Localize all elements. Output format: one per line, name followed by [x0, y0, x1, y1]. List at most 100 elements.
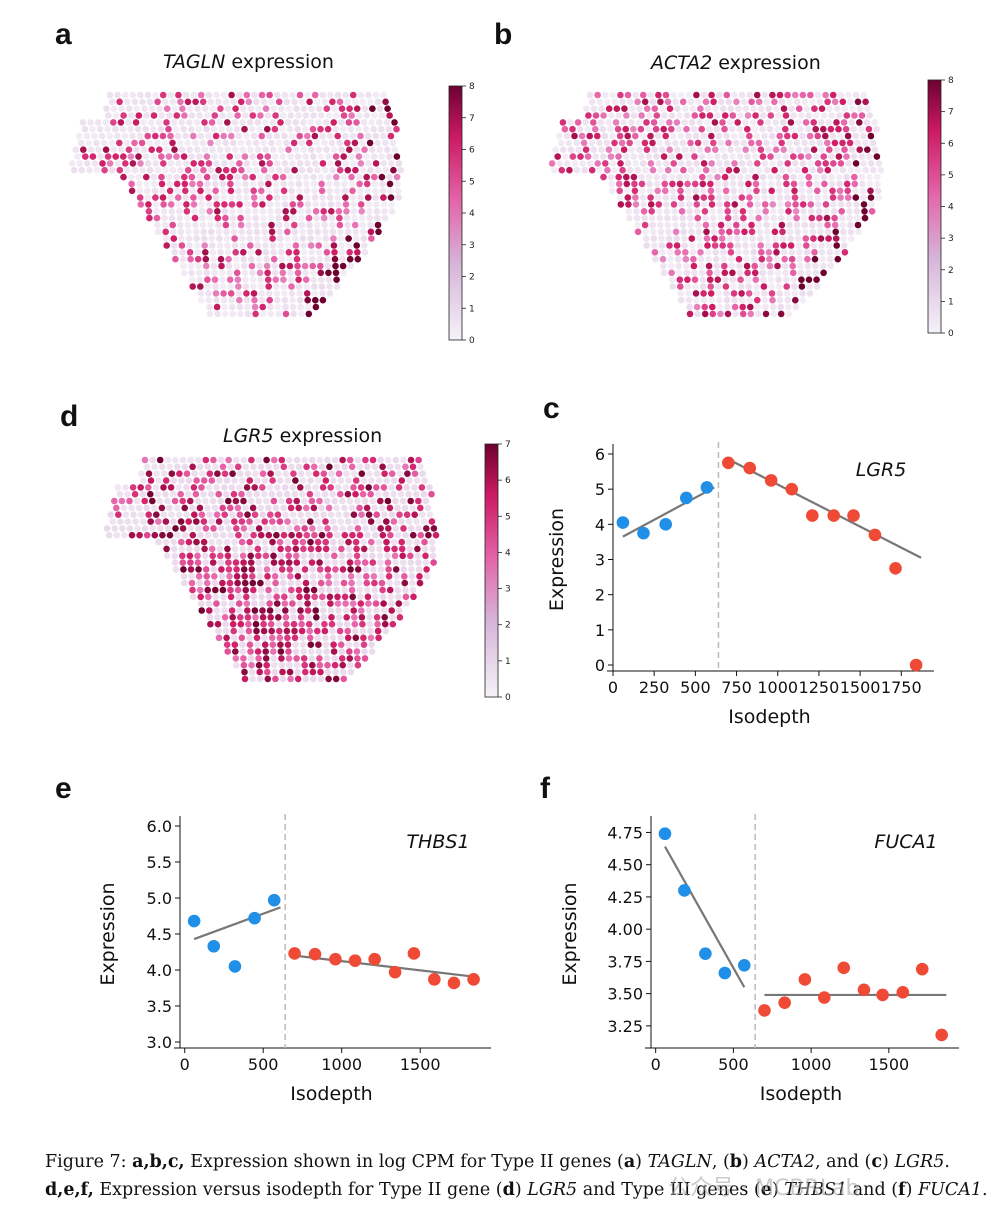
spot	[400, 566, 408, 573]
spot	[249, 173, 256, 181]
spot	[160, 160, 167, 167]
spot	[870, 166, 877, 174]
spot	[687, 166, 695, 174]
spot	[229, 214, 237, 222]
spot	[839, 98, 847, 106]
spot	[426, 511, 434, 518]
spot	[249, 675, 256, 683]
blue-point	[228, 960, 242, 973]
spot	[355, 112, 363, 119]
spot	[586, 132, 593, 140]
spot	[652, 255, 659, 263]
spot	[712, 249, 719, 256]
spot	[231, 235, 238, 242]
spot	[279, 675, 287, 683]
spot	[249, 180, 257, 188]
spot	[332, 262, 339, 270]
spot	[273, 194, 281, 201]
spot	[174, 531, 181, 539]
spot	[786, 228, 794, 236]
spot	[383, 119, 391, 126]
spot	[713, 262, 720, 270]
spot	[851, 112, 858, 119]
spot	[277, 242, 284, 249]
spot	[167, 194, 174, 201]
spot	[283, 166, 291, 174]
spot	[789, 125, 797, 133]
spot	[289, 607, 297, 614]
spot	[770, 310, 777, 318]
spot	[816, 221, 824, 229]
spot	[150, 112, 158, 119]
spot	[232, 146, 239, 153]
spot	[669, 187, 677, 195]
spot	[784, 201, 792, 208]
colorbar-tick-label: 0	[505, 693, 511, 703]
spot	[814, 91, 822, 99]
spot	[705, 262, 713, 270]
spot	[806, 194, 814, 201]
spot	[201, 119, 208, 126]
spot	[316, 566, 324, 573]
spot	[828, 112, 835, 119]
spot	[202, 456, 210, 464]
spot	[312, 303, 320, 311]
spot	[867, 187, 874, 195]
spot	[159, 187, 166, 195]
spot	[340, 668, 347, 676]
spot	[339, 497, 346, 505]
spot	[269, 545, 277, 553]
colorbar-tick-label: 5	[469, 177, 475, 187]
spot	[248, 456, 255, 464]
spot	[247, 497, 255, 505]
spot	[284, 477, 292, 484]
spot	[664, 166, 672, 174]
spot	[124, 490, 131, 498]
spot	[686, 303, 693, 311]
spot	[190, 91, 197, 99]
spot	[357, 194, 364, 201]
spot	[780, 105, 788, 112]
spot	[687, 98, 695, 106]
spot	[386, 112, 393, 119]
spot	[269, 477, 276, 484]
spot	[844, 132, 852, 140]
spot	[797, 173, 805, 181]
spot	[677, 187, 684, 195]
spot	[275, 310, 282, 318]
spot	[201, 545, 208, 553]
spot	[322, 119, 330, 126]
spot	[554, 153, 561, 160]
spot	[246, 634, 253, 642]
spot	[633, 208, 640, 215]
spot	[819, 262, 827, 270]
spot	[699, 283, 707, 290]
spot	[276, 477, 284, 484]
spot	[106, 160, 114, 167]
spot	[170, 235, 178, 242]
spot	[185, 235, 193, 242]
spot	[183, 208, 191, 215]
spot	[780, 242, 787, 249]
spot	[155, 477, 162, 484]
spot	[193, 477, 200, 484]
spot	[616, 132, 624, 140]
spot	[134, 125, 142, 133]
spot	[674, 255, 682, 263]
spot	[564, 160, 571, 167]
spot	[780, 146, 787, 153]
spot	[364, 132, 372, 140]
watermark: 公众号 · MCBRLab	[668, 1176, 860, 1201]
spot	[205, 593, 212, 601]
spot	[281, 201, 289, 208]
spot	[862, 98, 869, 106]
spot	[210, 525, 217, 532]
spot	[667, 255, 674, 263]
spot	[730, 290, 738, 297]
spot	[391, 552, 399, 560]
spot	[847, 166, 854, 174]
spot	[307, 545, 315, 553]
spot	[89, 153, 97, 160]
spot	[178, 235, 185, 242]
spot	[284, 538, 291, 546]
